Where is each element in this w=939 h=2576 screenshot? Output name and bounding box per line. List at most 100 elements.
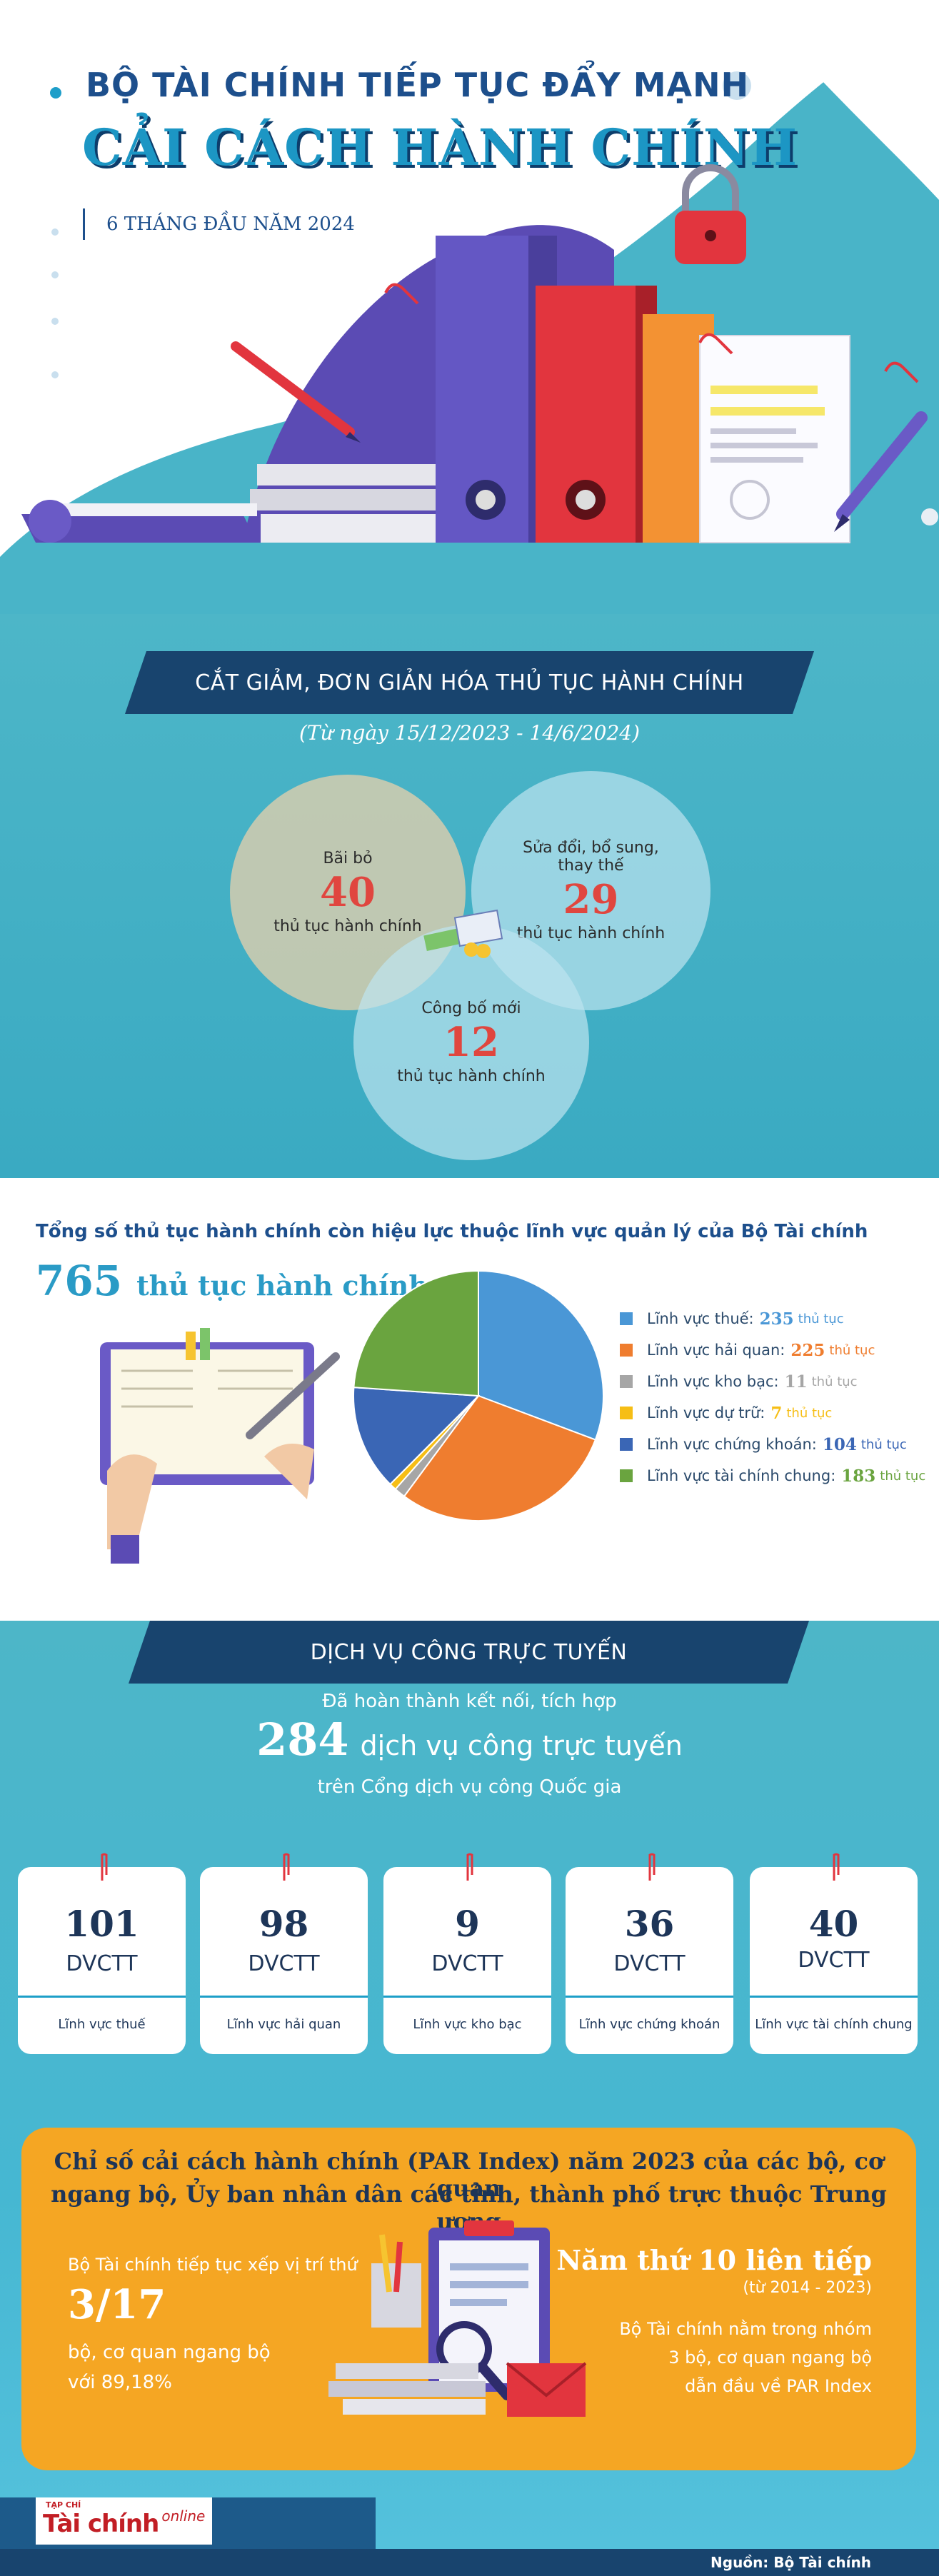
- par-index-box: Chỉ số cải cách hành chính (PAR Index) n…: [21, 2128, 916, 2470]
- card-label: Lĩnh vực tài chính chung: [755, 2017, 913, 2032]
- legend-label: Lĩnh vực tài chính chung:: [647, 1467, 836, 1484]
- legend-value: 225: [790, 1340, 825, 1360]
- card-value: 98: [258, 1903, 309, 1945]
- circle-value: 29: [563, 876, 619, 923]
- card-divider: [383, 1996, 551, 1998]
- circle-label: Sửa đổi, bổ sung,: [523, 839, 659, 857]
- card-unit: DVCTT: [613, 1951, 686, 1976]
- pie-slice: [403, 1394, 597, 1521]
- pie-slice: [353, 1387, 481, 1486]
- legend-item: Lĩnh vực thuế: 235 thủ tục: [620, 1303, 925, 1334]
- legend-unit: thủ tục: [860, 1437, 907, 1452]
- card-unit: DVCTT: [798, 1948, 870, 1973]
- card-value: 9: [455, 1903, 480, 1945]
- card-unit: DVCTT: [431, 1951, 503, 1976]
- card-label: Lĩnh vực thuế: [58, 2017, 146, 2032]
- par-title-1: Chỉ số cải cách hành chính (PAR Index) n…: [54, 2148, 884, 2202]
- section-online-services: DỊCH VỤ CÔNG TRỰC TUYẾN Đã hoàn thành kế…: [0, 1621, 939, 2576]
- legend-label: Lĩnh vực thuế:: [647, 1310, 754, 1327]
- title-bullet: [50, 87, 61, 99]
- card-divider: [200, 1996, 368, 1998]
- par-left-4: với 89,18%: [68, 2372, 172, 2393]
- legend-swatch: [620, 1375, 633, 1388]
- subtitle: 6 THÁNG ĐẦU NĂM 2024: [83, 208, 355, 240]
- online-total-unit: dịch vụ công trực tuyến: [360, 1730, 683, 1761]
- legend-unit: thủ tục: [798, 1311, 844, 1327]
- online-intro-3: trên Cổng dịch vụ công Quốc gia: [317, 1776, 622, 1798]
- card-divider: [750, 1996, 918, 1998]
- logo-online-text: online: [161, 2507, 206, 2525]
- legend-item: Lĩnh vực hải quan: 225 thủ tục: [620, 1334, 925, 1366]
- card-value: 101: [64, 1903, 139, 1945]
- service-card: 40 DVCTT Lĩnh vực tài chính chung: [750, 1867, 918, 2054]
- legend-item: Lĩnh vực chứng khoán: 104 thủ tục: [620, 1429, 925, 1460]
- total-value: 765: [36, 1257, 123, 1305]
- circle-new: Công bố mới 12 thủ tục hành chính: [353, 925, 589, 1160]
- circle-unit: thủ tục hành chính: [397, 1067, 546, 1085]
- paperclip-icon: [283, 1853, 290, 1881]
- card-label: Lĩnh vực chứng khoán: [578, 2017, 720, 2032]
- par-right-line: Bộ Tài chính nằm trong nhóm: [619, 2319, 872, 2339]
- pie-legend: Lĩnh vực thuế: 235 thủ tục Lĩnh vực hải qua…: [620, 1303, 925, 1491]
- card-label: Lĩnh vực hải quan: [226, 2017, 341, 2032]
- total-unit: thủ tục hành chính: [136, 1269, 428, 1302]
- legend-value: 104: [822, 1434, 857, 1454]
- card-value: 36: [624, 1903, 675, 1945]
- card-value: 40: [808, 1903, 859, 1945]
- service-card: 101 DVCTT Lĩnh vực thuế: [18, 1867, 186, 2054]
- par-right-line: dẫn đầu về PAR Index: [685, 2376, 872, 2396]
- notebook-illustration: [100, 1328, 340, 1564]
- section-total-procedures: Tổng số thủ tục hành chính còn hiệu lực …: [0, 1178, 939, 1621]
- card-unit: DVCTT: [66, 1951, 138, 1976]
- par-right-text: Bộ Tài chính nằm trong nhóm 3 bộ, cơ qua…: [586, 2315, 872, 2400]
- pie-slice: [478, 1269, 604, 1441]
- legend-swatch: [620, 1344, 633, 1357]
- legend-swatch: [620, 1438, 633, 1451]
- circle-label: Bãi bỏ: [323, 850, 373, 867]
- pie-chart: [353, 1269, 604, 1521]
- par-left-3: bộ, cơ quan ngang bộ: [68, 2342, 271, 2363]
- title-line-2: CẢI CÁCH HÀNH CHÍNH: [82, 118, 798, 177]
- logo-small-text: TẠP CHÍ: [46, 2500, 81, 2510]
- paperclip-icon: [833, 1853, 840, 1881]
- circle-label: Công bố mới: [421, 1000, 521, 1017]
- legend-label: Lĩnh vực kho bạc:: [647, 1373, 779, 1390]
- legend-value: 183: [841, 1466, 876, 1486]
- header: BỘ TÀI CHÍNH TIẾP TỤC ĐẨY MẠNH CẢI CÁCH …: [0, 0, 939, 614]
- legend-label: Lĩnh vực chứng khoán:: [647, 1436, 817, 1453]
- par-right-title: Năm thứ 10 liên tiếp: [556, 2244, 872, 2276]
- legend-value: 235: [759, 1309, 794, 1329]
- paperclip-icon: [101, 1853, 108, 1881]
- online-intro-1: Đã hoàn thành kết nối, tích hợp: [322, 1691, 617, 1712]
- par-left-1: Bộ Tài chính tiếp tục xếp vị trí thứ: [68, 2255, 358, 2275]
- par-right-years: (từ 2014 - 2023): [743, 2279, 872, 2297]
- legend-value: 7: [770, 1403, 783, 1423]
- section1-banner: CẮT GIẢM, ĐƠN GIẢN HÓA THỦ TỤC HÀNH CHÍN…: [125, 651, 814, 714]
- date-range: (Từ ngày 15/12/2023 - 14/6/2024): [298, 721, 641, 745]
- circle-unit: thủ tục hành chính: [516, 925, 666, 942]
- section-simplification: CẮT GIẢM, ĐƠN GIẢN HÓA THỦ TỤC HÀNH CHÍN…: [0, 614, 939, 1178]
- money-stack-icon: [423, 909, 503, 958]
- online-intro-2: 284 dịch vụ công trực tuyến: [0, 1714, 939, 1766]
- legend-value: 11: [784, 1372, 808, 1392]
- circle-value: 12: [443, 1019, 499, 1066]
- legend-unit: thủ tục: [811, 1374, 858, 1389]
- legend-item: Lĩnh vực dự trữ: 7 thủ tục: [620, 1397, 925, 1429]
- card-label: Lĩnh vực kho bạc: [413, 2017, 522, 2032]
- legend-item: Lĩnh vực kho bạc: 11 thủ tục: [620, 1366, 925, 1397]
- legend-item: Lĩnh vực tài chính chung: 183 thủ tục: [620, 1460, 925, 1491]
- source-text: Nguồn: Bộ Tài chính: [710, 2554, 871, 2571]
- legend-swatch: [620, 1407, 633, 1419]
- pie-slice: [353, 1269, 479, 1397]
- circle-unit: thủ tục hành chính: [273, 917, 422, 935]
- par-rank: 3/17: [68, 2281, 166, 2328]
- legend-swatch: [620, 1312, 633, 1325]
- legend-unit: thủ tục: [786, 1405, 833, 1421]
- online-total-value: 284: [256, 1714, 349, 1766]
- par-title-2: ngang bộ, Ủy ban nhân dân các tỉnh, thàn…: [51, 2180, 887, 2235]
- service-card: 9 DVCTT Lĩnh vực kho bạc: [383, 1867, 551, 2054]
- legend-swatch: [620, 1469, 633, 1482]
- section3-banner: DỊCH VỤ CÔNG TRỰC TUYẾN: [129, 1621, 809, 1684]
- clipboard-illustration: [328, 2220, 587, 2417]
- logo-main-text: Tài chính: [43, 2510, 159, 2538]
